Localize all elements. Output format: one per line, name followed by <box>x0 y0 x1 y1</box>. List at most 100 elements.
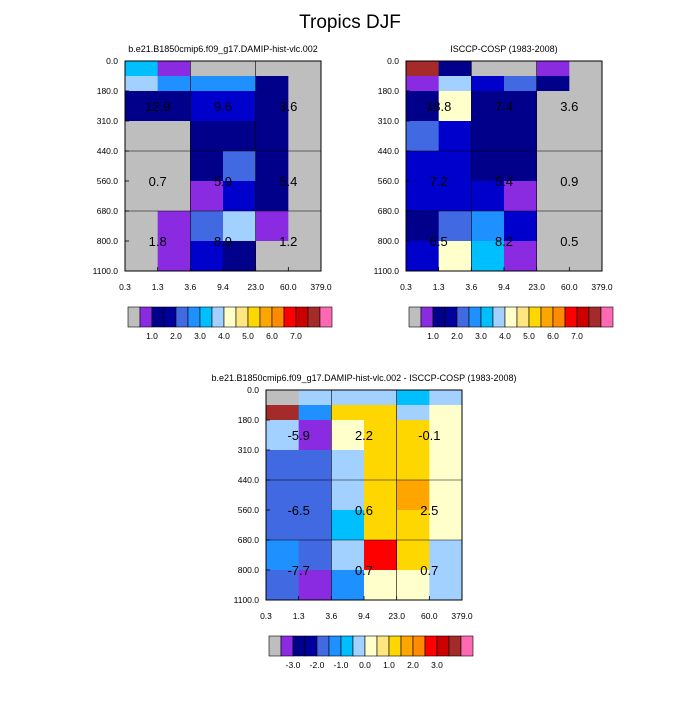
heatmap-cell <box>331 420 365 451</box>
heatmap-cell <box>190 151 224 182</box>
colorbar-swatch <box>388 635 402 657</box>
colorbar-label: 4.0 <box>499 331 511 341</box>
colorbar-label: 1.0 <box>383 660 395 670</box>
heatmap-cell <box>255 241 289 272</box>
y-tick-label: 800.0 <box>378 236 400 246</box>
y-tick-label: 0.0 <box>106 56 118 66</box>
heatmap-cell <box>364 570 398 601</box>
heatmap-cell <box>429 570 463 601</box>
y-tick-label: 440.0 <box>378 146 400 156</box>
heatmap-panel: b.e21.B1850cmip6.f09_g17.DAMIP-hist-vlc.… <box>212 373 517 670</box>
heatmap-cell <box>223 151 257 182</box>
x-tick-label: 379.0 <box>591 282 613 292</box>
colorbar-swatch <box>307 306 321 328</box>
heatmap-cell <box>438 121 472 152</box>
colorbar-swatch <box>564 306 578 328</box>
heatmap-cell <box>157 241 191 272</box>
data-label: 6.5 <box>430 234 448 249</box>
heatmap-cell <box>429 480 463 511</box>
heatmap-cell <box>157 151 191 182</box>
x-tick-label: 1.3 <box>433 282 445 292</box>
heatmap-cell <box>255 76 289 92</box>
data-label: 12.9 <box>145 99 170 114</box>
heatmap-cell <box>157 76 191 92</box>
data-label: -7.7 <box>287 563 309 578</box>
colorbar-swatch <box>268 635 282 657</box>
colorbar-swatch <box>271 306 285 328</box>
heatmap-cell <box>125 121 159 152</box>
heatmap-cell <box>255 151 289 182</box>
heatmap-cell <box>125 76 159 92</box>
data-label: 0.7 <box>420 563 438 578</box>
heatmap-cell <box>536 181 570 212</box>
heatmap-cell <box>536 151 570 182</box>
x-tick-label: 1.3 <box>152 282 164 292</box>
page-title: Tropics DJF <box>299 12 401 33</box>
heatmap-cell <box>471 211 505 242</box>
x-tick-label: 23.0 <box>388 611 405 621</box>
data-label: -0.1 <box>418 428 440 443</box>
heatmap-cell <box>266 570 300 601</box>
heatmap-cell <box>288 151 322 182</box>
heatmap-cell <box>429 540 463 571</box>
data-label: -5.9 <box>287 428 309 443</box>
heatmap-cell <box>266 450 300 481</box>
heatmap-cell <box>569 76 603 92</box>
heatmap-cell <box>429 405 463 421</box>
x-tick-label: 0.3 <box>400 282 412 292</box>
heatmap-cell <box>223 91 257 122</box>
y-tick-label: 440.0 <box>238 475 260 485</box>
heatmap-cell <box>157 181 191 212</box>
heatmap-cell <box>298 405 332 421</box>
x-tick-label: 3.6 <box>465 282 477 292</box>
heatmap-cell <box>125 181 159 212</box>
heatmap-cell <box>438 181 472 212</box>
data-label: 0.7 <box>149 174 167 189</box>
colorbar-label: 5.0 <box>523 331 535 341</box>
heatmap-cell <box>298 450 332 481</box>
heatmap-cell <box>536 211 570 242</box>
y-tick-label: 680.0 <box>238 535 260 545</box>
heatmap-cell <box>406 76 440 92</box>
heatmap-cell <box>157 91 191 122</box>
heatmap-cell <box>569 211 603 242</box>
colorbar-swatch <box>448 635 462 657</box>
data-label: 7.4 <box>495 99 513 114</box>
colorbar-swatch <box>211 306 225 328</box>
colorbar-label: 7.0 <box>571 331 583 341</box>
heatmap-cell <box>125 211 159 242</box>
colorbar-swatch <box>456 306 470 328</box>
heatmap-cell <box>288 211 322 242</box>
colorbar-swatch <box>528 306 542 328</box>
panel-title: ISCCP-COSP (1983-2008) <box>450 44 557 54</box>
y-tick-label: 1100.0 <box>93 266 119 276</box>
colorbar-swatch <box>460 635 474 657</box>
colorbar-swatch <box>295 306 309 328</box>
colorbar-swatch <box>444 306 458 328</box>
heatmap-cell <box>288 91 322 122</box>
heatmap-cell <box>223 241 257 272</box>
heatmap-cell <box>255 181 289 212</box>
heatmap-cell <box>157 211 191 242</box>
colorbar-swatch <box>480 306 494 328</box>
x-tick-label: 60.0 <box>280 282 297 292</box>
y-tick-label: 1100.0 <box>234 595 260 605</box>
heatmap-cell <box>190 181 224 212</box>
heatmap-cell <box>190 211 224 242</box>
y-tick-label: 0.0 <box>387 56 399 66</box>
colorbar-swatch <box>319 306 333 328</box>
colorbar-swatch <box>408 306 422 328</box>
heatmap-cell <box>331 390 365 406</box>
heatmap-cell <box>190 91 224 122</box>
heatmap-cell <box>298 480 332 511</box>
colorbar-swatch <box>175 306 189 328</box>
heatmap-cell <box>266 390 300 406</box>
y-tick-label: 440.0 <box>97 146 119 156</box>
y-tick-label: 310.0 <box>238 445 260 455</box>
heatmap-cell <box>125 61 159 77</box>
x-tick-label: 9.4 <box>358 611 370 621</box>
heatmap-cell <box>504 91 538 122</box>
heatmap-cell <box>288 61 322 77</box>
